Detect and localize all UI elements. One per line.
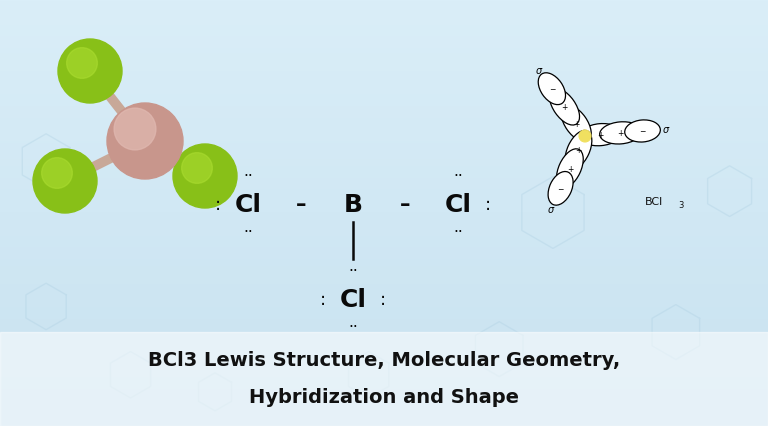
Ellipse shape: [548, 172, 573, 206]
Text: –: –: [400, 195, 411, 214]
Text: B: B: [344, 193, 362, 216]
Circle shape: [114, 109, 156, 150]
Text: BCl: BCl: [645, 196, 664, 207]
Ellipse shape: [624, 121, 660, 143]
Circle shape: [58, 40, 122, 104]
Text: σ: σ: [535, 66, 541, 75]
Text: +: +: [561, 103, 568, 112]
Text: +: +: [567, 164, 573, 173]
Text: Hybridization and Shape: Hybridization and Shape: [249, 388, 519, 406]
Text: σ: σ: [548, 205, 554, 215]
Ellipse shape: [557, 150, 583, 189]
Bar: [0, 332, 768, 426]
Ellipse shape: [538, 74, 565, 105]
Ellipse shape: [549, 89, 580, 126]
Text: :: :: [215, 196, 221, 213]
Text: 3: 3: [678, 200, 684, 209]
Text: ··: ··: [453, 169, 463, 184]
Text: ··: ··: [349, 264, 358, 279]
Text: –: –: [296, 195, 306, 214]
Text: Cl: Cl: [235, 193, 262, 216]
Circle shape: [579, 131, 591, 143]
Text: ··: ··: [243, 169, 253, 184]
Circle shape: [33, 150, 97, 213]
Ellipse shape: [600, 123, 641, 145]
Text: ··: ··: [243, 225, 253, 240]
Circle shape: [41, 158, 72, 189]
Text: Cl: Cl: [339, 287, 367, 311]
Circle shape: [67, 49, 98, 79]
Text: BCl3 Lewis Structure, Molecular Geometry,: BCl3 Lewis Structure, Molecular Geometry…: [148, 351, 620, 369]
Text: ··: ··: [349, 320, 358, 335]
Text: :: :: [485, 196, 492, 213]
Circle shape: [182, 153, 213, 184]
Text: :: :: [320, 290, 326, 308]
Text: +: +: [598, 131, 604, 140]
Text: Cl: Cl: [445, 193, 472, 216]
Text: ··: ··: [453, 225, 463, 240]
Circle shape: [107, 104, 183, 180]
Ellipse shape: [561, 106, 591, 142]
Text: +: +: [573, 120, 579, 129]
Text: +: +: [617, 129, 624, 138]
Text: :: :: [380, 290, 386, 308]
Ellipse shape: [579, 124, 621, 147]
Text: +: +: [575, 146, 581, 155]
Text: −: −: [558, 184, 564, 193]
Text: σ: σ: [663, 125, 669, 135]
Ellipse shape: [565, 131, 592, 170]
Circle shape: [173, 145, 237, 208]
Text: −: −: [548, 85, 555, 94]
Text: −: −: [639, 127, 646, 136]
